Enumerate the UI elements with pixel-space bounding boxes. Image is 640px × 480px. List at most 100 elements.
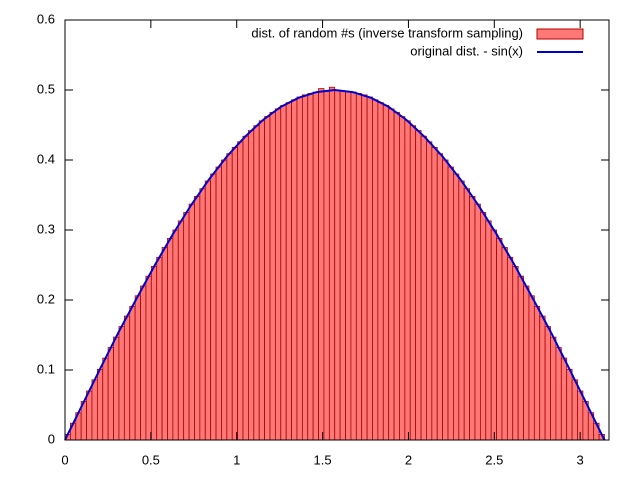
histogram-bar [366, 96, 373, 441]
histogram-bar [550, 336, 557, 441]
y-tick-label: 0 [48, 431, 55, 446]
histogram-bar [533, 305, 541, 441]
histogram-bar [409, 125, 417, 441]
x-tick-label: 1.5 [314, 452, 332, 467]
histogram-bar [134, 295, 141, 441]
histogram-bar [318, 88, 325, 441]
y-tick-label: 0.6 [37, 11, 55, 26]
histogram-bar [253, 125, 260, 441]
histogram-bar [312, 91, 319, 441]
y-tick-label: 0.2 [37, 291, 55, 306]
histogram-bar [426, 141, 433, 441]
histogram-bar [188, 203, 195, 441]
histogram-bar [301, 94, 309, 441]
histogram-bar [113, 336, 120, 441]
histogram-bar [102, 357, 109, 441]
histogram-bar [479, 212, 487, 441]
histogram-bar [161, 247, 168, 441]
y-tick-label: 0.1 [37, 361, 55, 376]
histogram-bar [274, 108, 282, 441]
histogram-bar [571, 379, 578, 441]
histogram-bar [129, 305, 136, 441]
x-tick-label: 0 [61, 452, 68, 467]
histogram-bar [296, 96, 303, 441]
x-tick-label: 2 [405, 452, 412, 467]
histogram-bar [172, 229, 179, 441]
histogram-bar [560, 357, 568, 441]
histogram-bar [258, 120, 266, 441]
histogram-bar [204, 180, 212, 441]
histogram-bar [436, 153, 444, 441]
histogram-bar [415, 130, 422, 441]
histogram-bar [377, 102, 384, 441]
histogram-bar [345, 91, 352, 441]
line [64, 88, 606, 441]
histogram-bar [140, 285, 147, 441]
histogram-bar [501, 247, 508, 441]
histogram-bar [528, 295, 535, 441]
histogram-bar [323, 90, 330, 441]
histogram-bar [107, 347, 114, 441]
histogram-bar [490, 229, 497, 441]
x-tick-label: 1 [233, 452, 240, 467]
histogram-bar [269, 112, 276, 441]
y-tick-label: 0.5 [37, 81, 55, 96]
histogram-bar [512, 265, 519, 441]
histogram-bar [328, 86, 336, 441]
histogram-bar [291, 99, 298, 441]
histogram-bar [280, 105, 287, 441]
legend-label: dist. of random #s (inverse transform sa… [251, 25, 523, 40]
y-tick-label: 0.3 [37, 221, 55, 236]
histogram-bar [123, 315, 131, 441]
histogram-bar [177, 220, 185, 441]
histogram-bar [156, 256, 163, 441]
histogram-bar [215, 166, 222, 441]
y-tick-label: 0.4 [37, 151, 55, 166]
legend-label: original dist. - sin(x) [410, 43, 523, 58]
histogram-bar [183, 212, 190, 441]
histogram-bar [199, 188, 206, 441]
histogram-bar [242, 135, 249, 441]
histogram-bar [350, 91, 357, 441]
histogram-bar [167, 237, 174, 441]
x-tick-label: 3 [577, 452, 584, 467]
histogram-bar [86, 390, 93, 441]
histogram-bar [96, 368, 104, 441]
histogram-bar [237, 141, 244, 441]
histogram-bar [285, 102, 292, 441]
histogram-bar [539, 315, 546, 441]
histogram-bar [307, 93, 314, 441]
histogram-bar [150, 265, 158, 441]
histogram-bar [447, 166, 454, 441]
histogram-bar [91, 379, 98, 441]
histogram-bar [399, 116, 406, 441]
histogram-bar [339, 90, 346, 441]
histogram-bar [458, 180, 465, 441]
histogram-bar [231, 146, 239, 441]
histogram-bar [431, 146, 438, 441]
histogram-bar [463, 188, 470, 441]
histogram-bar [442, 159, 449, 441]
histogram-bar [145, 275, 152, 441]
histogram-bar [248, 130, 255, 441]
histogram-bar [361, 94, 368, 441]
histogram-bar [334, 89, 341, 441]
histogram-bar [221, 159, 228, 441]
histogram-bar [355, 93, 363, 441]
x-tick-label: 0.5 [142, 452, 160, 467]
histogram-bar [226, 153, 233, 441]
histogram-bar [420, 135, 427, 441]
histogram-bar [382, 105, 390, 441]
histogram-bar [517, 275, 524, 441]
histogram-bar [485, 220, 492, 441]
histogram-bar [118, 326, 125, 441]
histogram-bar [496, 237, 503, 441]
histogram-bar [210, 173, 217, 441]
histogram-bar [388, 108, 395, 441]
histogram-bar [544, 326, 551, 441]
histogram-bar [523, 285, 530, 441]
histogram-bar [453, 173, 460, 441]
histogram-bar [393, 112, 400, 441]
histogram-bar [372, 99, 379, 441]
